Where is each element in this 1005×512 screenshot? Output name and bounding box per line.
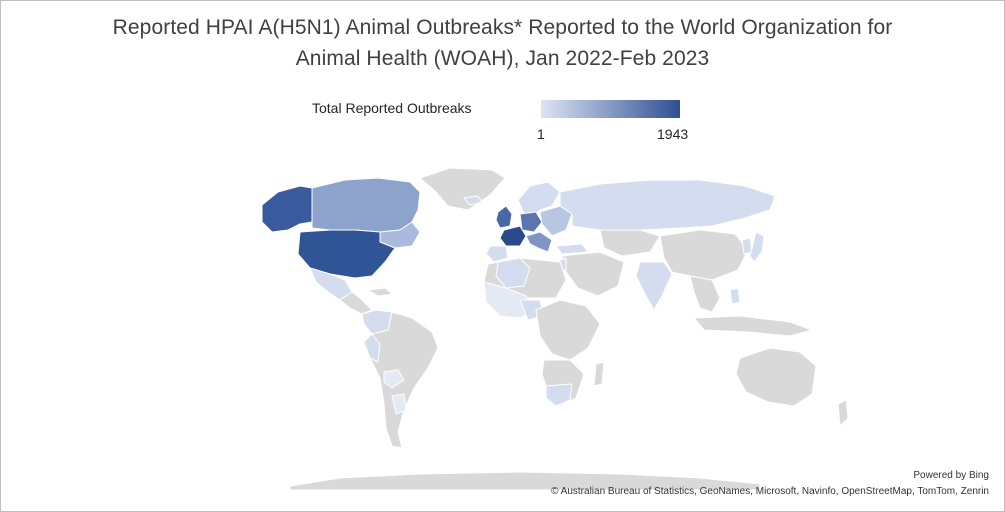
legend-title: Total Reported Outbreaks [312, 100, 472, 116]
legend-color-scale [541, 100, 680, 118]
north-africa-west [495, 257, 531, 289]
argentina [391, 393, 407, 415]
central-america [339, 291, 373, 315]
canada [311, 177, 421, 233]
attribution-sources: © Australian Bureau of Statistics, GeoNa… [551, 486, 989, 497]
greenland [419, 167, 506, 211]
world-map [261, 167, 849, 490]
peru [363, 333, 381, 363]
korea [741, 237, 753, 255]
middle-east [561, 251, 625, 297]
antarctica [289, 471, 761, 490]
germany [519, 211, 543, 233]
australia [735, 347, 817, 407]
turkey [555, 243, 589, 255]
uk [495, 205, 513, 229]
iceland [463, 195, 483, 206]
caribbean [367, 287, 393, 297]
legend-max-label: 1943 [657, 126, 689, 142]
bolivia [383, 369, 405, 389]
madagascar [593, 361, 605, 387]
southern-europe [525, 231, 553, 253]
alaska [261, 185, 313, 233]
japan [749, 231, 765, 263]
central-africa [535, 299, 601, 361]
map-title: Reported HPAI A(H5N1) Animal Outbreaks* … [0, 12, 1005, 74]
china [659, 229, 749, 281]
russia [559, 179, 776, 231]
new-zealand [837, 399, 849, 427]
legend-min-label: 1 [537, 126, 545, 142]
philippines [729, 287, 741, 305]
south-africa [545, 383, 573, 407]
map-title-line-1: Reported HPAI A(H5N1) Animal Outbreaks* … [112, 16, 893, 39]
indonesia [693, 315, 813, 337]
france [499, 225, 527, 247]
southeast-asia [689, 275, 721, 313]
iberia [485, 245, 509, 263]
attribution-bing: Powered by Bing [913, 470, 989, 481]
india [635, 261, 673, 311]
map-title-line-2: Animal Health (WOAH), Jan 2022-Feb 2023 [295, 47, 710, 70]
central-asia [599, 229, 661, 257]
